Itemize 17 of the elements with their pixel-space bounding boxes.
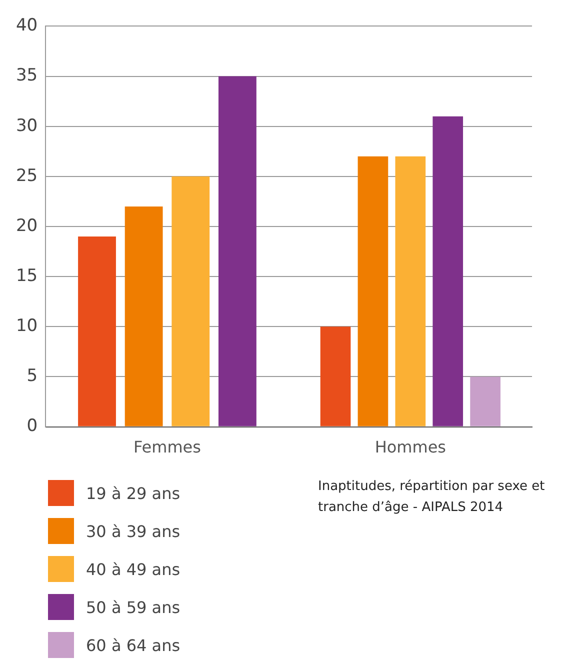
legend-label: 30 à 39 ans xyxy=(86,522,180,540)
x-tick-label: Femmes xyxy=(133,438,201,457)
y-tick-label: 10 xyxy=(16,316,38,336)
y-tick-label: 5 xyxy=(26,366,38,386)
legend-label: 19 à 29 ans xyxy=(86,484,180,502)
y-tick-label: 40 xyxy=(16,16,38,36)
y-tick-label: 35 xyxy=(16,66,38,86)
y-tick-label: 30 xyxy=(16,116,38,136)
text: Inaptitudes, répartition par sexe et tranche d’âge - AIPALS 2014 xyxy=(318,478,546,517)
legend-label: 50 à 59 ans xyxy=(86,598,180,616)
y-tick-label: 15 xyxy=(16,266,38,286)
x-tick-label: Hommes xyxy=(374,438,446,457)
y-tick-label: 25 xyxy=(16,166,38,186)
y-tick-label: 20 xyxy=(16,216,38,236)
legend-label: 60 à 64 ans xyxy=(86,636,180,654)
legend-label: 40 à 49 ans xyxy=(86,560,180,578)
y-tick-label: 0 xyxy=(26,416,38,436)
